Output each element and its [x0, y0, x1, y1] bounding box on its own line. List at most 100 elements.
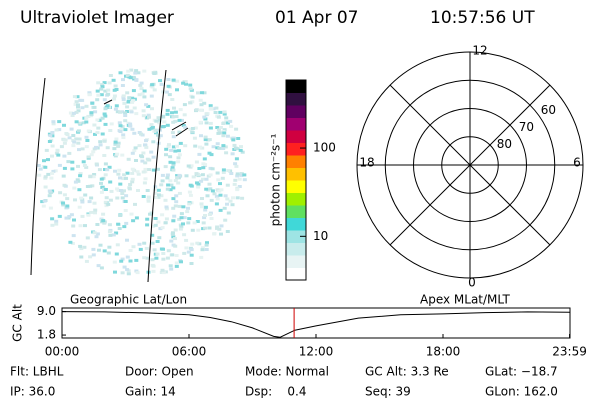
limb-line: [30, 77, 46, 276]
pixel: [155, 252, 160, 256]
pixel: [203, 117, 208, 121]
pixel: [89, 210, 94, 214]
pixel: [215, 225, 220, 229]
pixel: [229, 124, 234, 128]
limb-line: [147, 69, 167, 283]
pixel: [179, 225, 184, 229]
pixel: [223, 218, 228, 222]
pixel: [170, 232, 175, 235]
pixel: [222, 131, 227, 135]
pixel: [164, 153, 168, 157]
altitude-ytick-label: 9.0: [37, 304, 56, 318]
pixel: [182, 216, 187, 220]
pixel: [149, 123, 154, 127]
pixel: [82, 245, 87, 249]
pixel: [62, 193, 67, 197]
pixel: [88, 184, 93, 188]
pixel: [122, 265, 127, 269]
pixel: [82, 164, 87, 167]
pixel: [80, 147, 85, 151]
pixel: [203, 163, 208, 167]
pixel: [106, 88, 111, 92]
pixel: [155, 240, 160, 243]
pixel: [177, 191, 182, 195]
info-text: GC Alt: 3.3 Re: [365, 365, 449, 379]
pixel: [73, 198, 77, 202]
pixel: [225, 134, 230, 138]
pixel: [100, 132, 105, 136]
pixel: [118, 130, 123, 133]
pixel: [189, 262, 194, 265]
pixel: [130, 151, 135, 155]
pixel: [203, 138, 208, 142]
pixel: [165, 256, 170, 260]
pixel: [135, 271, 140, 275]
pixel: [62, 154, 67, 158]
pixel: [233, 146, 238, 150]
pixel: [95, 89, 100, 93]
pixel: [192, 221, 197, 225]
pixel: [98, 140, 103, 144]
pixel: [99, 190, 104, 194]
pixel: [76, 129, 81, 133]
pixel: [120, 257, 125, 261]
pixel: [96, 264, 101, 268]
pixel: [130, 177, 135, 181]
pixel: [69, 127, 74, 131]
pixel: [207, 151, 212, 155]
pixel: [40, 200, 45, 204]
pixel: [38, 167, 43, 171]
pixel: [121, 136, 126, 139]
pixel: [98, 143, 103, 147]
info-text: Flt: LBHL: [10, 365, 64, 379]
pixel: [200, 205, 204, 209]
pixel: [149, 150, 154, 154]
pixel: [215, 171, 220, 175]
pixel: [134, 269, 139, 273]
pixel: [172, 214, 177, 218]
pixel: [165, 123, 170, 127]
pixel: [195, 220, 200, 223]
pixel: [163, 221, 168, 225]
pixel: [225, 121, 230, 125]
pixel: [175, 88, 179, 92]
pixel: [133, 71, 138, 75]
pixel: [182, 251, 187, 255]
pixel: [171, 78, 176, 82]
pixel: [204, 243, 209, 247]
pixel: [230, 152, 235, 156]
pixel: [119, 189, 123, 192]
pixel: [84, 135, 89, 139]
pixel: [43, 165, 48, 169]
pixel: [169, 267, 174, 271]
pixel: [173, 149, 178, 153]
pixel: [190, 130, 195, 134]
pixel: [175, 144, 179, 148]
pixel: [131, 89, 136, 93]
pixel: [125, 73, 130, 77]
colorbar-label: photon cm⁻²s⁻¹: [269, 133, 283, 226]
pixel: [225, 183, 230, 187]
pixel: [124, 221, 129, 225]
pixel: [228, 119, 233, 123]
pixel: [196, 228, 201, 232]
pixel: [161, 252, 166, 255]
pixel: [125, 268, 130, 272]
pixel: [196, 91, 200, 95]
pixel: [171, 168, 176, 172]
pixel: [137, 93, 142, 97]
pixel: [180, 118, 184, 122]
pixel: [112, 97, 117, 101]
pixel: [167, 93, 172, 97]
pixel: [76, 103, 80, 107]
pixel: [61, 174, 66, 178]
pixel: [239, 173, 244, 177]
pixel: [156, 188, 161, 192]
pixel: [221, 129, 226, 133]
pixel: [189, 164, 194, 168]
pixel: [188, 87, 193, 91]
pixel: [128, 124, 133, 128]
pixel: [122, 101, 127, 105]
pixel: [141, 114, 146, 118]
pixel: [235, 196, 240, 200]
